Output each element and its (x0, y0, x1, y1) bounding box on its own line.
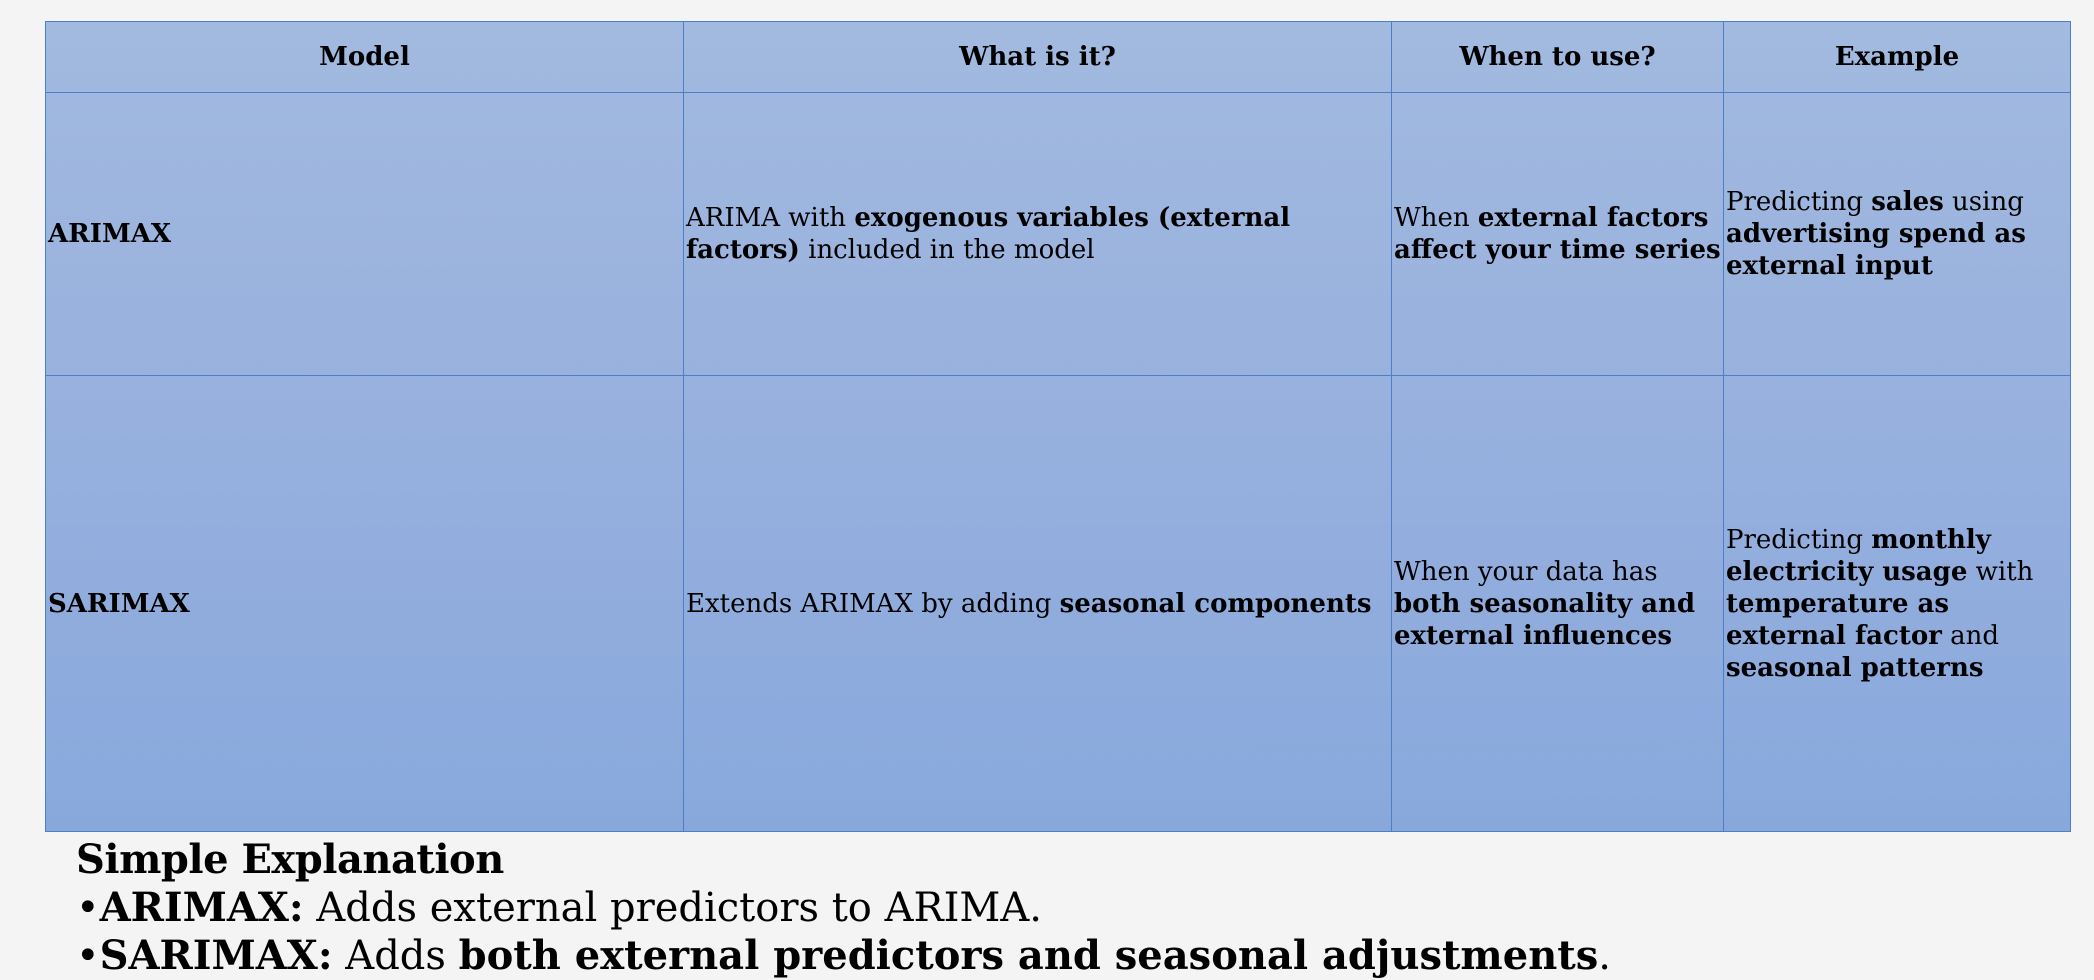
cell-text: Predicting (1726, 524, 1872, 555)
cell-bold-text: sales (1871, 187, 1944, 217)
header-model: Model (45, 21, 684, 93)
cell-bold-text: monthly electricity usage (1726, 524, 1991, 587)
cell-text: When (1394, 203, 1478, 233)
cell-bold-text: seasonal components (1059, 588, 1372, 619)
bullet-glyph: • (76, 933, 100, 979)
cell-text: Extends ARIMAX by adding (686, 588, 1060, 619)
list-item-text: Adds external predictors to ARIMA. (303, 885, 1042, 931)
cell-model: SARIMAX (45, 375, 684, 832)
bullet-glyph: • (76, 885, 100, 931)
section-heading: Simple Explanation (76, 836, 504, 883)
header-when-to-use: When to use? (1391, 21, 1724, 93)
cell-bold-text: temperature as external factor (1726, 588, 1950, 651)
cell-model: ARIMAX (45, 92, 684, 376)
cell-text: included in the model (799, 235, 1095, 265)
list-item: •SARIMAX: Adds both external predictors … (76, 932, 2066, 980)
list-item-text: Adds (332, 933, 459, 979)
simple-explanation-section: Simple Explanation •ARIMAX: Adds externa… (76, 836, 2066, 980)
cell-text: ARIMA with (686, 203, 855, 233)
cell-bold-text: both seasonality and external influences (1394, 588, 1696, 651)
cell-text: using (1943, 187, 2024, 217)
cell-text: When your data has (1394, 556, 1658, 587)
list-item-term: ARIMAX: (99, 884, 304, 931)
cell-text: Predicting (1726, 187, 1872, 217)
list-item-term: SARIMAX: (99, 932, 333, 979)
model-name: SARIMAX (48, 588, 190, 619)
cell-bold-text: external factors affect your time series (1394, 203, 1721, 265)
cell-example: Predicting sales using advertising spend… (1723, 92, 2071, 376)
header-what-is-it: What is it? (683, 21, 1392, 93)
table-row: SARIMAX Extends ARIMAX by adding seasona… (45, 375, 2071, 832)
list-item-bold-text: both external predictors and seasonal ad… (458, 932, 1599, 979)
list-item-text: . (1598, 933, 1612, 979)
cell-bold-text: exogenous variables (external factors) (686, 203, 1291, 265)
table-header-row: Model What is it? When to use? Example (45, 21, 2071, 93)
model-name: ARIMAX (48, 219, 172, 249)
cell-what: ARIMA with exogenous variables (external… (683, 92, 1392, 376)
cell-example: Predicting monthly electricity usage wit… (1723, 375, 2071, 832)
cell-bold-text: advertising spend as external input (1726, 219, 2026, 281)
table-row: ARIMAX ARIMA with exogenous variables (e… (45, 92, 2071, 376)
cell-when: When your data has both seasonality and … (1391, 375, 1724, 832)
model-comparison-table: Model What is it? When to use? Example A… (45, 21, 2071, 832)
cell-text: with (1967, 556, 2034, 587)
list-item: •ARIMAX: Adds external predictors to ARI… (76, 884, 2066, 932)
cell-bold-text: seasonal patterns (1726, 652, 1984, 683)
header-example: Example (1723, 21, 2071, 93)
cell-when: When external factors affect your time s… (1391, 92, 1724, 376)
cell-what: Extends ARIMAX by adding seasonal compon… (683, 375, 1392, 832)
cell-text: and (1941, 620, 2000, 651)
